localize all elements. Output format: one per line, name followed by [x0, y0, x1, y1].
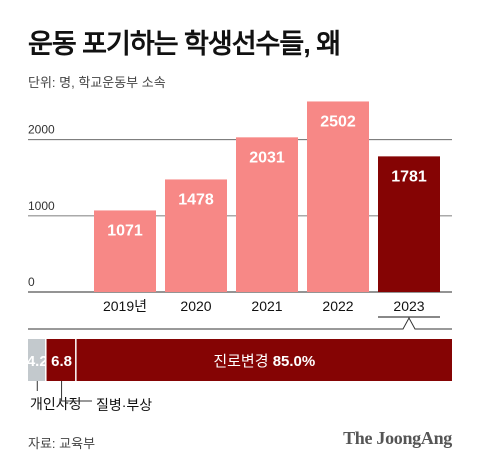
category-label: 2021 — [251, 298, 282, 314]
bar — [94, 210, 156, 292]
unit-note: 단위: 명, 학교운동부 소속 — [28, 75, 166, 90]
chart-canvas: 0 1000 2000 1071 2019년 1478 2020 2031 2021 2502 2… — [27, 101, 452, 413]
breakdown-segment-value: 85.0% — [273, 353, 316, 370]
breakdown-segment — [76, 339, 452, 381]
breakdown-value: 6.8 — [51, 353, 72, 370]
y-tick-label: 1000 — [28, 199, 55, 213]
bar — [378, 156, 440, 292]
breakdown-value: 4.2 — [27, 353, 48, 370]
bar-value-label: 2031 — [249, 149, 285, 166]
callout-line — [61, 381, 92, 402]
bar — [165, 179, 227, 292]
y-tick-label: 0 — [28, 275, 35, 289]
bar — [307, 101, 369, 292]
callout-label: 질병·부상 — [96, 397, 152, 413]
breakdown-segment — [28, 339, 46, 381]
brand-logo: The JoongAng — [343, 428, 452, 448]
category-label: 2019년 — [103, 298, 147, 314]
category-label: 2023 — [393, 298, 424, 314]
category-label: 2020 — [180, 298, 211, 314]
bar-value-label: 1781 — [391, 168, 427, 185]
callout-label: 개인사정 — [30, 396, 82, 412]
chart-title: 운동 포기하는 학생선수들, 왜 — [28, 29, 341, 59]
category-label: 2022 — [322, 298, 353, 314]
breakdown-connector — [28, 316, 452, 330]
breakdown-value: 진로변경 85.0% — [213, 353, 315, 370]
bar-value-label: 1071 — [107, 222, 143, 239]
source-note: 자료: 교육부 — [28, 436, 96, 451]
bar — [236, 137, 298, 292]
bar-value-label: 2502 — [320, 113, 356, 130]
breakdown-segment — [46, 339, 76, 381]
breakdown-segment-label: 진로변경 — [213, 353, 272, 370]
y-tick-label: 2000 — [28, 123, 55, 137]
bar-value-label: 1478 — [178, 191, 214, 208]
